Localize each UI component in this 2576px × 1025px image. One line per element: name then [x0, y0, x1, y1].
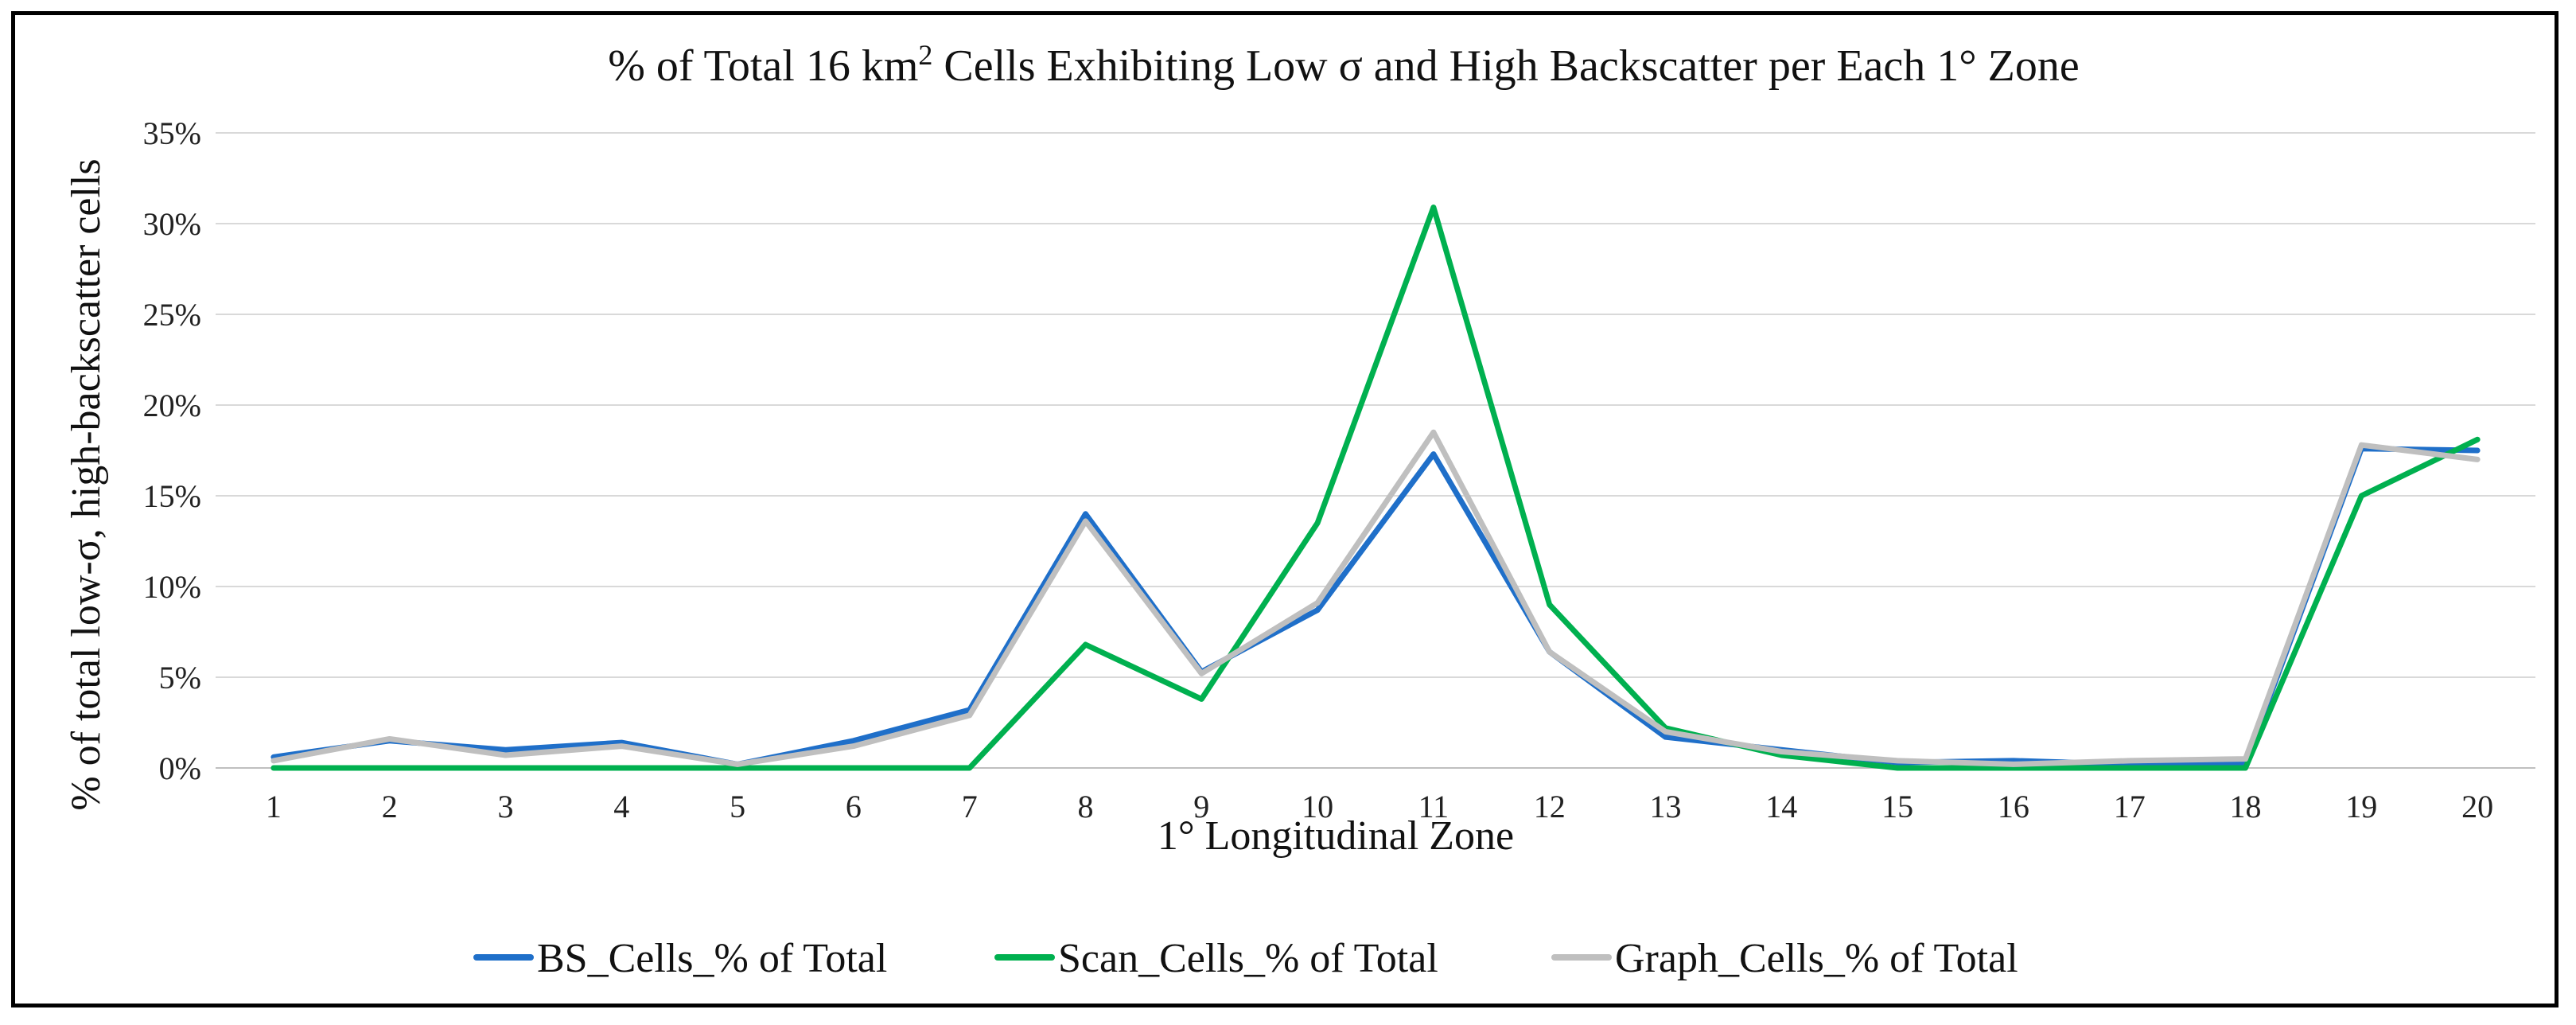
line-chart: % of Total 16 km2 Cells Exhibiting Low σ…	[64, 39, 2535, 981]
y-tick-label: 0%	[159, 750, 201, 786]
y-tick-label: 15%	[143, 478, 201, 514]
x-tick-label: 20	[2461, 789, 2493, 824]
x-tick-label: 5	[730, 789, 745, 824]
x-tick-label: 13	[1650, 789, 1682, 824]
x-tick-label: 10	[1302, 789, 1333, 824]
y-tick-label: 25%	[143, 297, 201, 333]
x-tick-label: 14	[1765, 789, 1797, 824]
legend-label: Graph_Cells_% of Total	[1615, 936, 2018, 981]
y-axis-ticks: 0% 5% 10% 15% 20% 25% 30% 35%	[143, 115, 201, 786]
x-tick-label: 1	[266, 789, 282, 824]
y-tick-label: 10%	[143, 569, 201, 605]
x-tick-label: 11	[1418, 789, 1449, 824]
x-tick-label: 17	[2114, 789, 2146, 824]
y-tick-label: 30%	[143, 206, 201, 242]
series-lines	[270, 205, 2481, 771]
x-tick-label: 18	[2230, 789, 2262, 824]
x-tick-label: 3	[498, 789, 514, 824]
x-axis-label: 1° Longitudinal Zone	[1158, 813, 1514, 859]
y-tick-label: 5%	[159, 660, 201, 696]
x-axis-ticks: 1 2 3 4 5 6 7 8 9 10 11 12 13 14 15 16 17 18 19 20	[266, 789, 2493, 824]
x-tick-label: 6	[846, 789, 862, 824]
x-tick-label: 19	[2345, 789, 2377, 824]
chart-title: % of Total 16 km2 Cells Exhibiting Low σ…	[608, 39, 2079, 91]
y-tick-label: 35%	[143, 115, 201, 151]
chart-frame: % of Total 16 km2 Cells Exhibiting Low σ…	[11, 11, 2558, 1007]
x-tick-label: 9	[1193, 789, 1209, 824]
grid-lines	[216, 132, 2535, 769]
series-line	[270, 205, 2481, 771]
x-tick-label: 2	[382, 789, 398, 824]
x-tick-label: 4	[613, 789, 629, 824]
series-line	[270, 429, 2481, 767]
legend-label: BS_Cells_% of Total	[537, 936, 887, 981]
legend: BS_Cells_% of Total Scan_Cells_% of Total…	[473, 936, 2018, 981]
legend-label: Scan_Cells_% of Total	[1058, 936, 1438, 981]
x-tick-label: 15	[1881, 789, 1913, 824]
x-tick-label: 12	[1534, 789, 1566, 824]
y-axis-label: % of total low-σ, high-backscatter cells	[64, 158, 109, 810]
x-tick-label: 16	[1998, 789, 2029, 824]
x-tick-label: 7	[962, 789, 978, 824]
x-tick-label: 8	[1078, 789, 1094, 824]
y-tick-label: 20%	[143, 388, 201, 423]
